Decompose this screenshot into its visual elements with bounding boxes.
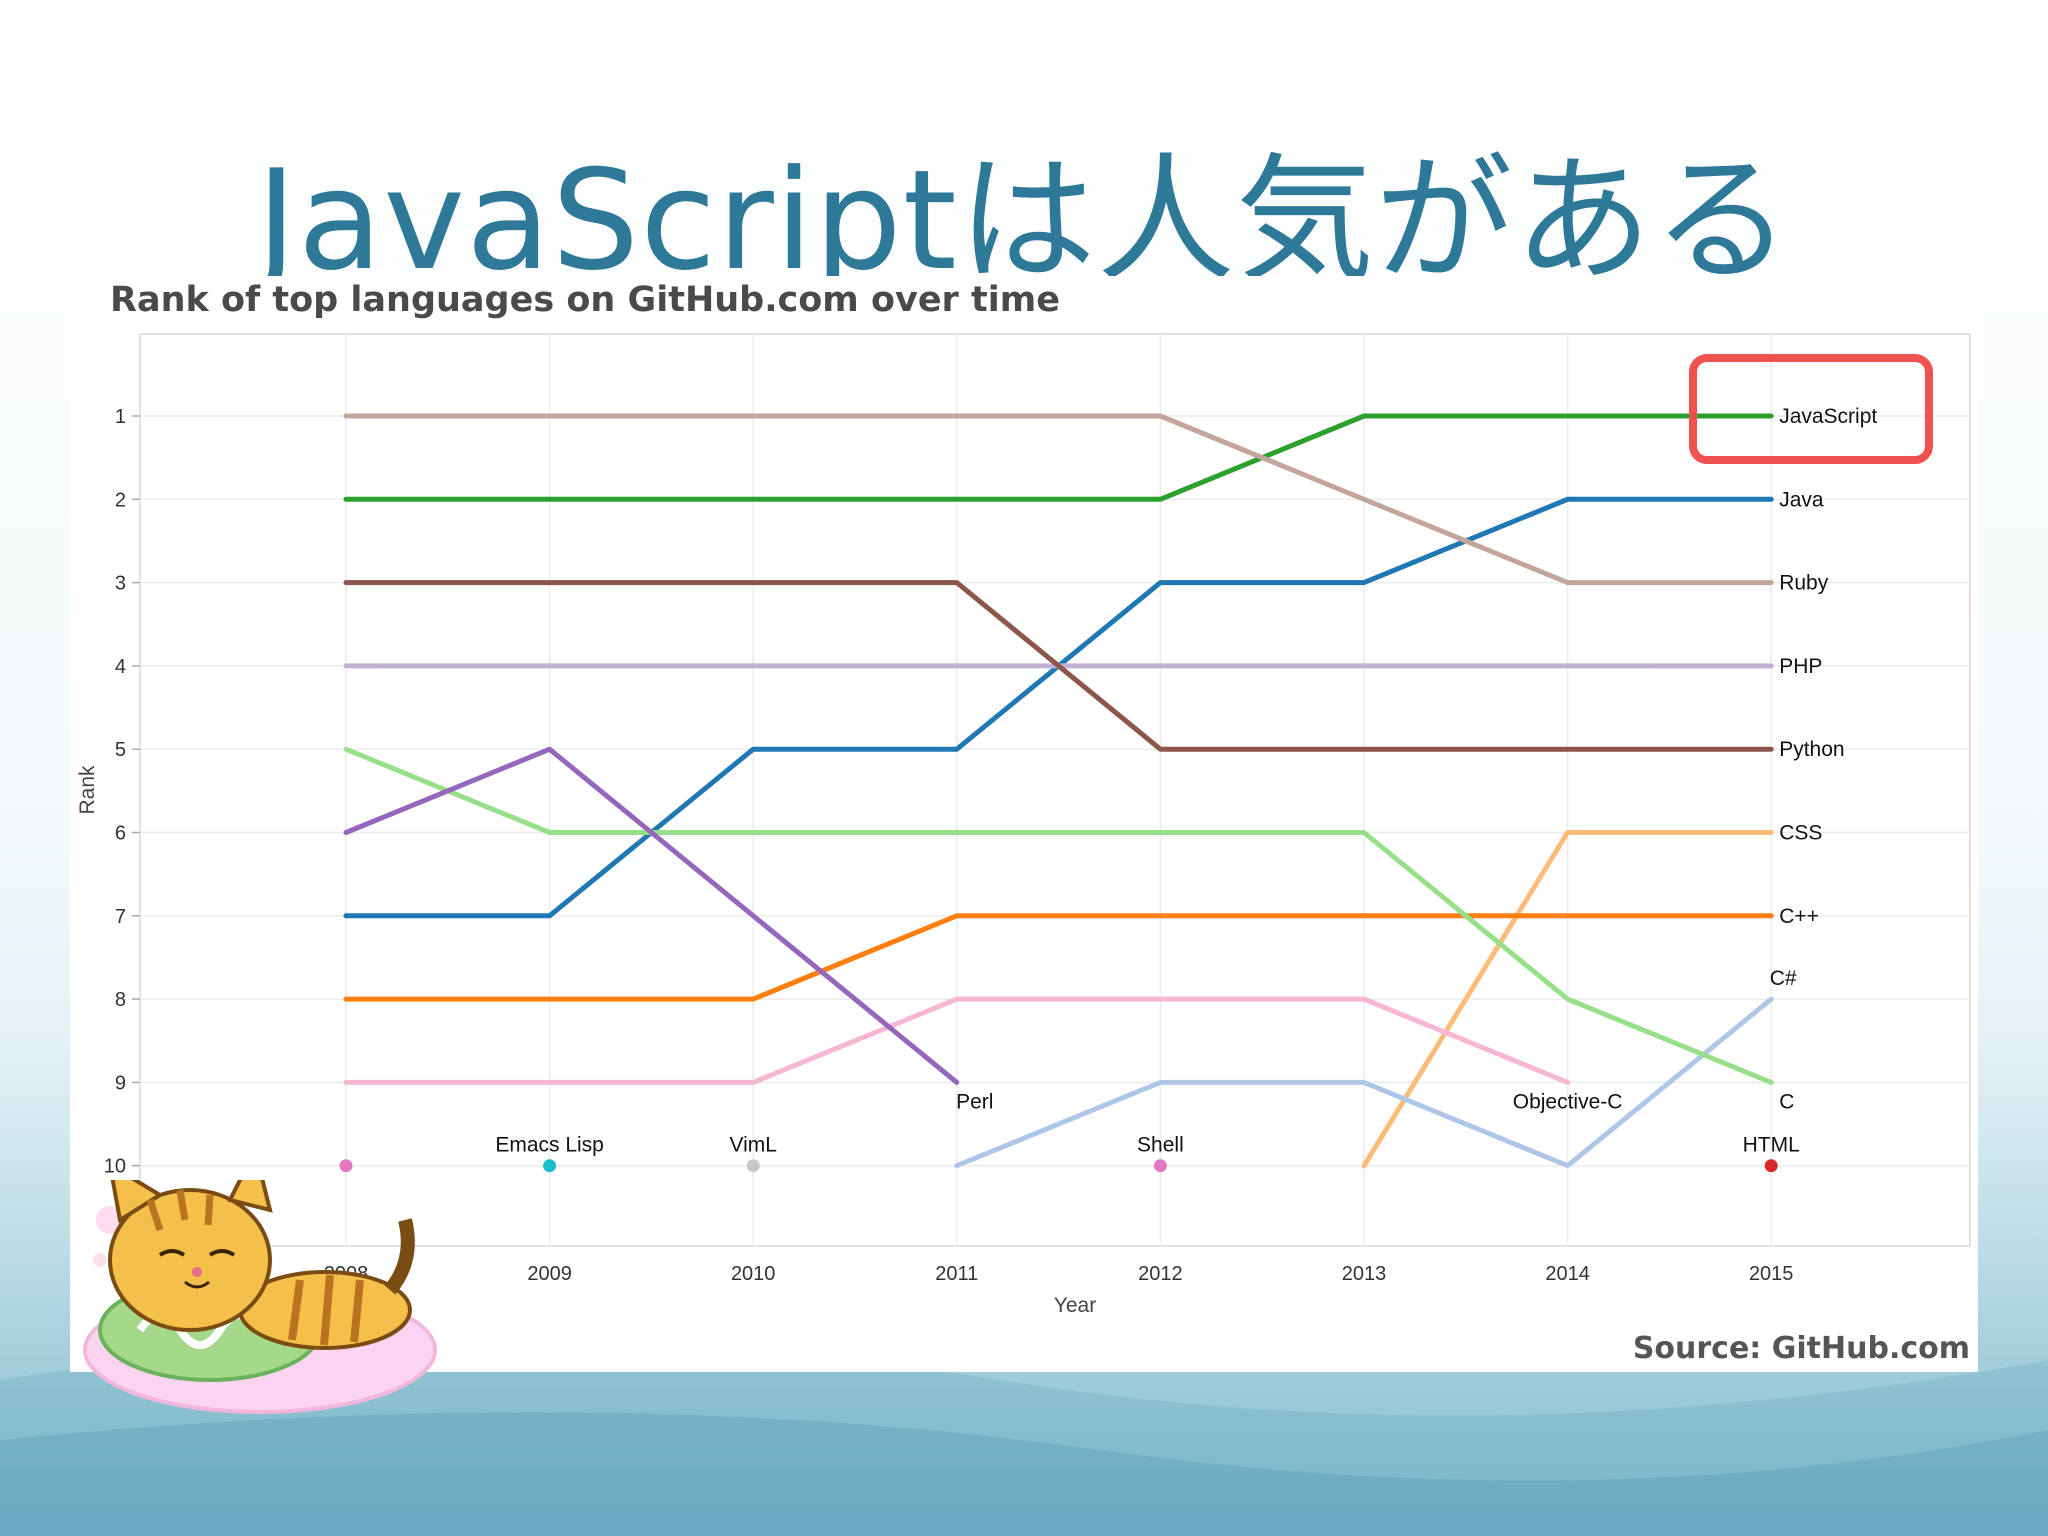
point-label: Shell <box>1137 1134 1184 1157</box>
line-label: C++ <box>1779 905 1819 928</box>
line-label: PHP <box>1779 655 1822 678</box>
x-tick-label: 2015 <box>1749 1263 1794 1285</box>
series-line-c- <box>954 996 1774 1169</box>
y-tick-label: 7 <box>115 906 126 928</box>
y-tick-label: 6 <box>115 823 126 845</box>
data-point <box>746 1159 760 1173</box>
x-tick-label: 2011 <box>935 1263 978 1285</box>
line-label: JavaScript <box>1779 405 1877 428</box>
point-label: Emacs Lisp <box>495 1134 604 1157</box>
line-label: CSS <box>1779 822 1822 845</box>
x-tick-label: 2012 <box>1138 1263 1183 1285</box>
series-line-javascript <box>343 413 1774 502</box>
series-line-c- <box>343 913 1774 1002</box>
data-point <box>1153 1159 1167 1173</box>
x-tick-label: 2010 <box>731 1263 776 1285</box>
data-point <box>1764 1159 1778 1173</box>
series-line-python <box>343 580 1774 752</box>
line-label: C# <box>1770 967 1797 990</box>
y-tick-label: 5 <box>115 739 126 761</box>
y-tick-label: 3 <box>115 573 126 595</box>
y-tick-label: 9 <box>115 1072 126 1094</box>
y-tick-label: 8 <box>115 989 126 1011</box>
slide-title: JavaScriptは人気がある <box>256 140 1792 301</box>
y-tick-label: 10 <box>104 1156 126 1178</box>
y-tick-label: 4 <box>115 656 126 678</box>
point-label: VimL <box>729 1134 776 1157</box>
x-axis-label: Year <box>1054 1294 1096 1317</box>
chart-title: Rank of top languages on GitHub.com over… <box>110 280 1060 320</box>
line-label: Objective-C <box>1513 1090 1623 1113</box>
line-label: Ruby <box>1779 572 1829 595</box>
cat-mascot-illustration <box>83 1180 437 1414</box>
x-tick-label: 2013 <box>1342 1263 1387 1285</box>
chart-panel: Rank of top languages on GitHub.com over… <box>70 276 1978 1372</box>
line-label: Perl <box>956 1090 993 1113</box>
point-label: HTML <box>1743 1134 1800 1157</box>
series-line-c <box>343 746 1774 1085</box>
series-line-css <box>1361 830 1774 1169</box>
plot-frame <box>139 333 1971 1247</box>
y-tick-label: 2 <box>115 489 126 511</box>
line-label: Python <box>1779 738 1844 761</box>
x-tick-label: 2014 <box>1545 1263 1590 1285</box>
y-axis-label: Rank <box>76 765 99 815</box>
data-point <box>339 1159 353 1173</box>
line-label: C <box>1779 1090 1794 1113</box>
series-line-objective-c <box>343 996 1571 1085</box>
series-line-perl <box>343 746 960 1085</box>
source-label: Source: GitHub.com <box>1632 1331 1970 1366</box>
series-line-ruby <box>343 413 1774 586</box>
x-tick-label: 2009 <box>527 1263 572 1285</box>
y-tick-label: 1 <box>115 406 126 428</box>
data-point <box>543 1159 557 1173</box>
line-label: Java <box>1779 488 1824 511</box>
highlight-box-javascript <box>1689 354 1933 464</box>
